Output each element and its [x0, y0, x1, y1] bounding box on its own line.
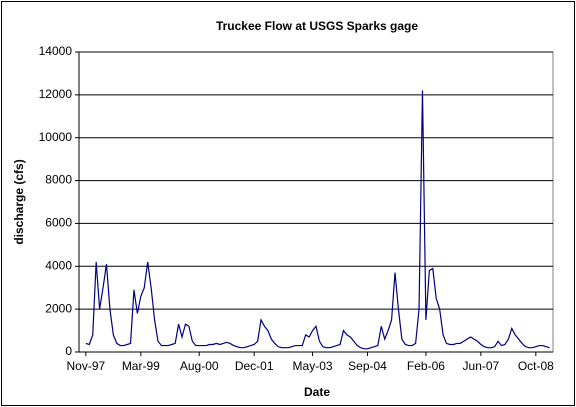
y-tick-label: 0 [65, 344, 72, 358]
x-tick-label: Nov-97 [67, 359, 106, 373]
y-tick-label: 10000 [39, 130, 73, 144]
y-tick-label: 6000 [45, 216, 72, 230]
x-tick-label: Mar-99 [122, 359, 160, 373]
x-tick-label: Feb-06 [407, 359, 445, 373]
plot-area [78, 51, 554, 353]
x-tick-label: Jun-07 [463, 359, 500, 373]
x-tick-label: Dec-01 [235, 359, 274, 373]
y-tick-label: 4000 [45, 258, 72, 272]
x-tick-label: Aug-00 [180, 359, 219, 373]
y-axis-label: discharge (cfs) [12, 159, 26, 244]
y-tick-label: 8000 [45, 173, 72, 187]
chart-title: Truckee Flow at USGS Sparks gage [216, 19, 418, 33]
y-tick-label: 12000 [39, 87, 73, 101]
x-tick-label: Oct-08 [518, 359, 554, 373]
y-tick-label: 14000 [39, 44, 73, 58]
x-tick-label: Sep-04 [348, 359, 387, 373]
x-axis-label: Date [304, 385, 330, 399]
y-tick-label: 2000 [45, 301, 72, 315]
x-tick-label: May-03 [293, 359, 333, 373]
data-line [85, 90, 550, 350]
